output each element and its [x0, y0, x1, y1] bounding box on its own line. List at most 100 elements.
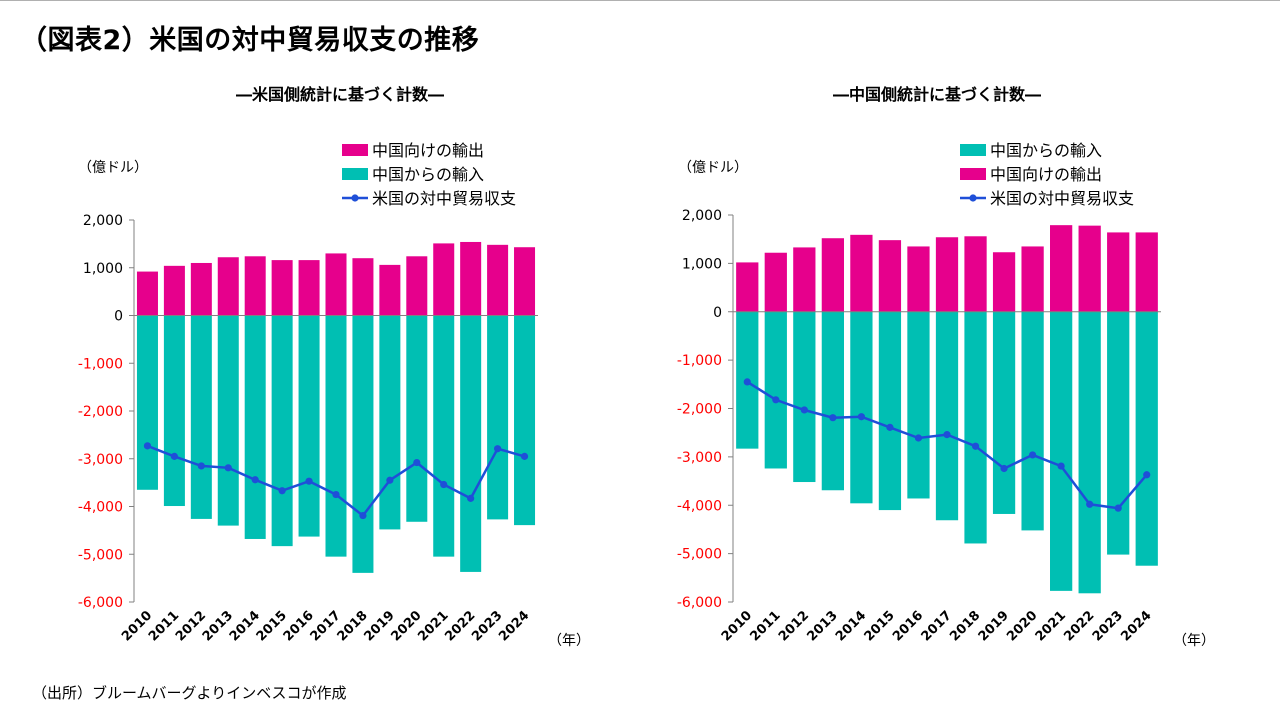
chart1-y-tick-label: -2,000 — [78, 404, 123, 420]
chart2-import-bar — [1021, 311, 1044, 531]
chart2-y-tick-label: -5,000 — [677, 547, 722, 563]
chart1-import-bar — [163, 315, 185, 507]
chart1-balance-point — [440, 480, 448, 489]
chart1-import-bar — [244, 315, 266, 539]
chart1-export-bar — [514, 247, 536, 316]
chart1-y-tick-label: -1,000 — [78, 356, 123, 372]
chart2-balance-point — [1057, 462, 1065, 470]
chart1-balance-point — [359, 511, 367, 520]
chart2-x-tick-label: 2013 — [805, 608, 841, 644]
chart1-import-bar — [190, 315, 212, 519]
chart2-import-bar — [1107, 311, 1130, 555]
chart1-export-bar — [163, 265, 185, 316]
chart1-legend-line-marker — [351, 194, 359, 202]
chart1-legend-label-exports: 中国向けの輸出 — [372, 141, 484, 160]
chart2-x-tick-label: 2011 — [747, 608, 783, 644]
chart1-y-tick-label: 0 — [114, 309, 123, 325]
chart1-import-bar — [487, 315, 509, 520]
chart1-export-bar — [352, 258, 374, 316]
chart1-balance-point — [278, 487, 286, 495]
chart2-x-tick-label: 2021 — [1033, 608, 1069, 644]
chart1-export-bar — [244, 256, 266, 316]
chart2-export-bar — [964, 236, 987, 312]
chart2-x-tick-label: 2014 — [833, 608, 869, 644]
chart2-import-bar — [850, 311, 873, 504]
chart2-export-bar — [850, 234, 873, 312]
chart2-y-tick-label: -1,000 — [677, 353, 722, 369]
chart2-legend-line-marker — [969, 194, 977, 202]
chart1-export-bar — [298, 260, 320, 316]
chart1-export-bar — [325, 253, 347, 316]
chart1-y-tick-label: -3,000 — [78, 452, 123, 468]
chart1-title: ―米国側統計に基づく計数― — [236, 85, 444, 104]
chart1-import-bar — [217, 315, 239, 526]
chart1-legend-swatch-exports — [342, 144, 368, 156]
chart2-balance-point — [1000, 464, 1008, 473]
chart2-balance-point — [857, 413, 866, 421]
chart2-export-bar — [821, 238, 844, 312]
chart1-y-tick-label: -6,000 — [78, 595, 123, 611]
chart2-balance-point — [829, 414, 837, 422]
chart2-export-bar — [992, 252, 1016, 312]
chart1-balance-point — [143, 442, 152, 450]
chart2-unit-label: （億ドル） — [678, 160, 748, 176]
page-title: （図表2）米国の対中貿易収支の推移 — [20, 25, 480, 56]
chart1-import-bar — [433, 315, 455, 557]
chart1-export-bar — [190, 262, 212, 316]
chart2-export-bar — [1135, 232, 1158, 312]
chart1-import-bar — [460, 315, 482, 572]
chart2-y-tick-label: -6,000 — [677, 595, 722, 611]
chart2-legend-label-balance: 米国の対中貿易収支 — [990, 189, 1134, 208]
chart2-balance-point — [1143, 471, 1151, 479]
chart1-balance-point — [494, 445, 502, 453]
chart1-import-bar — [352, 315, 374, 573]
chart2-export-bar — [907, 246, 930, 312]
chart1-legend-label-balance: 米国の対中貿易収支 — [372, 189, 516, 208]
chart2-export-bar — [793, 247, 816, 312]
chart1-import-bar — [406, 315, 428, 522]
chart2-import-bar — [1135, 311, 1158, 566]
chart2-export-bar — [764, 252, 787, 312]
chart1-y-tick-label: 2,000 — [83, 213, 123, 229]
chart2-balance-point — [971, 442, 980, 450]
chart2-balance-point — [1114, 504, 1122, 512]
chart1-y-tick-label: -4,000 — [78, 500, 123, 516]
chart1-legend-label-imports: 中国からの輸入 — [372, 165, 484, 184]
chart2-x-tick-label: 2019 — [976, 608, 1012, 644]
chart2-import-bar — [821, 311, 844, 491]
chart1-legend-swatch-imports — [342, 168, 368, 180]
chart2-import-bar — [1078, 311, 1101, 594]
chart2-import-bar — [764, 311, 787, 469]
chart2-x-axis-label: （年） — [1173, 633, 1215, 649]
chart2-export-bar — [1107, 232, 1130, 312]
chart2-x-tick-label: 2010 — [719, 608, 755, 644]
chart2-legend-label-imports: 中国からの輸入 — [990, 141, 1102, 160]
chart2-x-tick-label: 2024 — [1118, 608, 1154, 644]
chart1-export-bar — [487, 244, 509, 316]
chart1-import-bar — [298, 315, 320, 537]
chart1-balance-point — [332, 490, 340, 499]
chart2-balance-point — [1086, 500, 1094, 508]
chart1-export-bar — [433, 243, 455, 316]
chart2-x-tick-label: 2012 — [776, 608, 812, 644]
chart1-import-bar — [325, 315, 347, 557]
chart2-y-tick-label: -4,000 — [677, 498, 722, 514]
chart2-balance-point — [943, 431, 951, 439]
chart2-balance-point — [743, 378, 751, 386]
chart2-import-bar — [878, 311, 902, 511]
chart2-export-bar — [935, 237, 959, 312]
chart2-legend-swatch-imports — [960, 144, 986, 156]
chart2-y-tick-label: -2,000 — [677, 402, 722, 418]
chart1-export-bar — [217, 257, 239, 316]
chart1-balance-point — [467, 494, 475, 502]
chart2-y-tick-label: 0 — [713, 305, 722, 321]
chart1-x-tick-label: 2024 — [496, 608, 532, 644]
chart2-import-bar — [992, 311, 1016, 514]
source-note: （出所）ブルームバーグよりインベスコが作成 — [32, 684, 347, 702]
chart2-legend-swatch-exports — [960, 168, 986, 180]
chart2-legend-label-exports: 中国向けの輸出 — [990, 165, 1102, 184]
chart2-x-tick-label: 2017 — [919, 608, 955, 644]
chart1-export-bar — [460, 241, 482, 316]
chart1-unit-label: （億ドル） — [78, 160, 148, 176]
